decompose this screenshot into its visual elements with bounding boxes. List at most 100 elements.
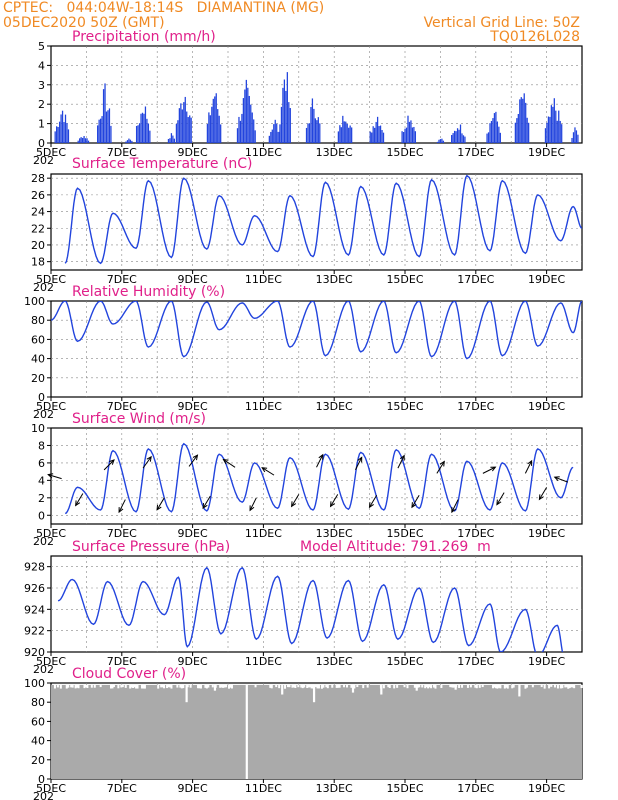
- wind-arrow-head: [249, 505, 255, 512]
- cloud-notch: [540, 684, 543, 688]
- precip-bar: [316, 120, 318, 143]
- cloud-notch: [343, 684, 346, 688]
- wind-arrow-head: [527, 459, 533, 466]
- wind-arrow-shaft: [223, 459, 236, 468]
- precip-bar: [86, 138, 88, 143]
- precip-bar: [374, 127, 376, 143]
- precip-bar: [143, 113, 145, 143]
- cloud-notch: [84, 684, 87, 688]
- cloud-notch: [474, 684, 477, 688]
- cloud-notch: [70, 684, 73, 688]
- cloud-cover-xtick-label: 13DEC: [316, 782, 353, 795]
- precip-bar: [217, 109, 219, 143]
- wind-arrow-head: [553, 476, 560, 482]
- precip-bar: [519, 99, 521, 143]
- cloud-notch: [564, 684, 567, 688]
- wind-xtick-label: 15DEC: [386, 527, 423, 540]
- wind-arrow-shaft: [397, 455, 405, 469]
- cloud-notch: [93, 684, 96, 688]
- cloud-notch: [254, 684, 257, 688]
- precip-bar: [556, 120, 558, 143]
- cloud-dip: [415, 684, 418, 691]
- pressure-frame: [50, 555, 583, 653]
- precip-bar: [239, 120, 242, 143]
- precip-bar: [67, 129, 70, 143]
- precip-bar: [57, 127, 59, 143]
- precip-bar: [186, 111, 188, 143]
- cloud-notch: [198, 684, 201, 689]
- pressure-ytick-label: 920: [24, 646, 45, 659]
- cloud-notch: [111, 684, 114, 689]
- wind-arrow-head: [47, 473, 54, 479]
- pressure-xtick-label: 9DEC: [178, 655, 208, 668]
- temperature-frame: [50, 173, 583, 271]
- cloud-notch: [493, 684, 496, 688]
- cloud-notch: [492, 684, 495, 689]
- cloud-notch: [229, 684, 232, 688]
- cloud-cover-ytick-label: 100: [24, 677, 45, 690]
- precip-bar: [317, 117, 319, 143]
- temperature-xtick-label: 5DEC: [36, 273, 66, 286]
- precip-bar: [349, 125, 351, 143]
- cloud-notch: [561, 684, 564, 689]
- cloud-notch: [129, 684, 132, 689]
- wind-arrow-shaft: [496, 492, 505, 505]
- precip-bar: [411, 127, 414, 143]
- wind-series-line: [64, 442, 574, 515]
- humidity-ytick-label: 100: [24, 295, 45, 308]
- cloud-notch: [167, 684, 170, 688]
- precip-bar: [544, 128, 547, 143]
- precip-bar: [552, 106, 554, 143]
- cloud-notch: [461, 684, 464, 688]
- precip-bar: [346, 123, 348, 143]
- wind-arrow-head: [109, 459, 115, 465]
- cloud-notch: [303, 684, 306, 688]
- precip-bar: [66, 123, 68, 143]
- precip-bar: [173, 138, 175, 143]
- cloud-notch: [570, 684, 573, 688]
- wind-arrow-head: [318, 453, 324, 460]
- panel-title-pressure: Surface Pressure (hPa): [72, 539, 231, 555]
- precip-bar: [167, 138, 170, 143]
- humidity-ytick-label: 0: [38, 391, 45, 404]
- pressure-year-fragment: 202: [33, 663, 54, 676]
- precip-bar: [137, 125, 139, 143]
- cloud-notch: [140, 684, 143, 689]
- pressure-series-line: [57, 566, 564, 652]
- precipitation-ytick-label: 3: [38, 79, 45, 92]
- temperature-ytick-label: 20: [31, 239, 45, 252]
- cloud-notch: [180, 684, 183, 689]
- precip-bar: [459, 124, 462, 143]
- temperature-xtick-label: 13DEC: [316, 273, 353, 286]
- pressure-ytick-label: 922: [24, 625, 45, 638]
- precip-bar: [378, 126, 380, 143]
- cloud-notch: [396, 684, 399, 688]
- precip-bar: [180, 103, 182, 143]
- precip-bar: [138, 123, 141, 143]
- wind-arrow-shaft: [75, 493, 84, 506]
- cloud-notch: [346, 684, 348, 688]
- humidity-frame: [50, 300, 583, 398]
- temperature-ytick-label: 24: [31, 206, 45, 219]
- cloud-notch: [315, 684, 318, 688]
- precip-bar: [305, 127, 308, 143]
- cloud-notch: [133, 684, 136, 688]
- panel-title-precipitation: Precipitation (mm/h): [72, 29, 216, 45]
- precip-bar: [236, 128, 239, 143]
- header-model-code: TQ0126L028: [490, 29, 580, 45]
- temperature-ytick-label: 28: [31, 172, 45, 185]
- cloud-dip: [312, 684, 316, 703]
- cloud-notch: [331, 684, 334, 688]
- cloud-dip: [550, 684, 553, 687]
- cloud-notch: [74, 684, 77, 689]
- cloud-notch: [421, 684, 424, 688]
- precip-bar: [314, 118, 317, 143]
- precip-bar: [348, 127, 350, 143]
- precip-bar: [280, 106, 283, 143]
- precip-bar: [520, 97, 522, 143]
- cloud-notch: [434, 684, 437, 689]
- precip-bar: [345, 121, 347, 143]
- precip-bar: [125, 141, 127, 143]
- wind-arrow-shaft: [554, 476, 569, 483]
- precip-bar: [282, 87, 284, 143]
